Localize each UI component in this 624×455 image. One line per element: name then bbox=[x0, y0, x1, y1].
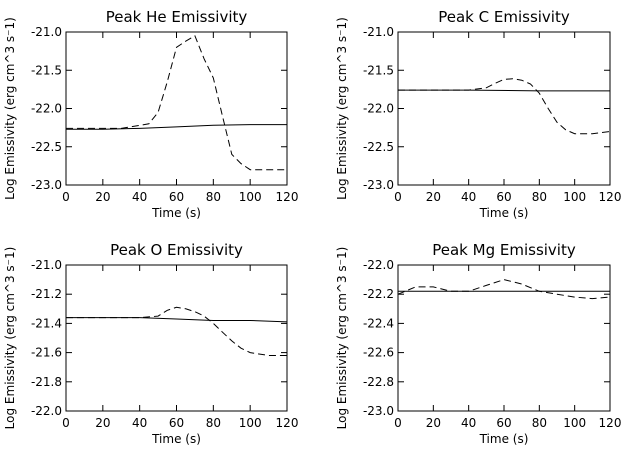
x-axis-label: Time (s) bbox=[151, 432, 201, 446]
series-line-solid bbox=[398, 89, 610, 92]
x-tick-label: 100 bbox=[563, 416, 586, 430]
x-tick-label: 120 bbox=[276, 416, 299, 430]
chart-title: Peak He Emissivity bbox=[106, 8, 248, 26]
plot-frame bbox=[397, 31, 611, 186]
x-tick-label: 40 bbox=[461, 416, 476, 430]
chart-title: Peak O Emissivity bbox=[110, 241, 243, 259]
x-tick-label: 80 bbox=[532, 190, 547, 204]
series-line-dashed bbox=[398, 78, 611, 135]
series-line-solid bbox=[66, 124, 287, 130]
chart-title: Peak Mg Emissivity bbox=[432, 241, 576, 259]
x-tick-label: 40 bbox=[132, 190, 147, 204]
y-tick-label: -21.0 bbox=[31, 258, 62, 272]
x-tick-label: 0 bbox=[394, 416, 402, 430]
y-axis-label: Log Emissivity (erg cm^3 s⁻1) bbox=[3, 17, 17, 200]
y-tick-label: -22.2 bbox=[363, 287, 394, 301]
y-axis-label: Log Emissivity (erg cm^3 s⁻1) bbox=[3, 247, 17, 430]
x-tick-label: 120 bbox=[276, 190, 299, 204]
x-tick-label: 60 bbox=[496, 416, 511, 430]
x-tick-label: 60 bbox=[169, 416, 184, 430]
y-tick-label: -22.6 bbox=[363, 346, 394, 360]
series-line-dashed bbox=[66, 306, 287, 356]
y-tick-label: -21.5 bbox=[31, 63, 62, 77]
series-line-dashed bbox=[397, 279, 611, 300]
x-tick-label: 100 bbox=[239, 416, 262, 430]
y-tick-label: -22.5 bbox=[31, 140, 62, 154]
x-tick-label: 0 bbox=[62, 190, 70, 204]
x-tick-label: 40 bbox=[461, 190, 476, 204]
y-tick-label: -23.0 bbox=[31, 178, 62, 192]
x-tick-label: 80 bbox=[206, 416, 221, 430]
y-tick-label: -22.0 bbox=[31, 404, 62, 418]
y-tick-label: -22.8 bbox=[363, 375, 394, 389]
y-tick-label: -21.0 bbox=[363, 25, 394, 39]
x-tick-label: 40 bbox=[132, 416, 147, 430]
x-tick-label: 0 bbox=[62, 416, 70, 430]
x-tick-label: 20 bbox=[95, 190, 110, 204]
y-axis-label: Log Emissivity (erg cm^3 s⁻1) bbox=[335, 17, 349, 200]
x-tick-label: 120 bbox=[599, 190, 622, 204]
y-tick-label: -22.4 bbox=[363, 316, 394, 330]
y-tick-label: -22.0 bbox=[363, 258, 394, 272]
y-tick-label: -21.5 bbox=[363, 63, 394, 77]
x-axis-label: Time (s) bbox=[151, 206, 201, 220]
x-tick-label: 80 bbox=[532, 416, 547, 430]
x-tick-label: 60 bbox=[496, 190, 511, 204]
x-tick-label: 100 bbox=[563, 190, 586, 204]
x-tick-label: 0 bbox=[394, 190, 402, 204]
y-tick-label: -21.8 bbox=[31, 375, 62, 389]
y-tick-label: -22.5 bbox=[363, 140, 394, 154]
y-tick-label: -22.0 bbox=[363, 102, 394, 116]
x-tick-label: 60 bbox=[169, 190, 184, 204]
y-tick-label: -21.0 bbox=[31, 25, 62, 39]
y-axis-label: Log Emissivity (erg cm^3 s⁻1) bbox=[335, 247, 349, 430]
panel-he: Peak He Emissivity 0 20 40 60 80 100 120 -21.0 -2… bbox=[3, 8, 298, 220]
plot-frame bbox=[65, 264, 288, 412]
x-axis-label: Time (s) bbox=[479, 432, 529, 446]
y-tick-label: -23.0 bbox=[363, 178, 394, 192]
x-tick-label: 120 bbox=[599, 416, 622, 430]
series-line-dashed bbox=[66, 35, 287, 171]
x-tick-label: 20 bbox=[95, 416, 110, 430]
x-tick-label: 20 bbox=[426, 190, 441, 204]
y-tick-label: -21.6 bbox=[31, 346, 62, 360]
x-tick-label: 100 bbox=[239, 190, 262, 204]
panel-mg: Peak Mg Emissivity 0 20 40 60 80 100 120 -22.0 -2… bbox=[335, 241, 621, 446]
panel-c: Peak C Emissivity 0 20 40 60 80 100 120 -21.0 -21… bbox=[335, 8, 621, 220]
x-tick-label: 20 bbox=[426, 416, 441, 430]
x-tick-label: 80 bbox=[206, 190, 221, 204]
panel-o: Peak O Emissivity 0 20 40 60 80 100 120 -21.0 -21… bbox=[3, 241, 298, 446]
y-tick-label: -23.0 bbox=[363, 404, 394, 418]
y-tick-label: -22.0 bbox=[31, 102, 62, 116]
y-tick-label: -21.4 bbox=[31, 316, 62, 330]
series-line-solid bbox=[66, 317, 288, 323]
y-tick-label: -21.2 bbox=[31, 287, 62, 301]
plot-frame bbox=[65, 31, 288, 186]
x-axis-label: Time (s) bbox=[479, 206, 529, 220]
chart-title: Peak C Emissivity bbox=[438, 8, 570, 26]
